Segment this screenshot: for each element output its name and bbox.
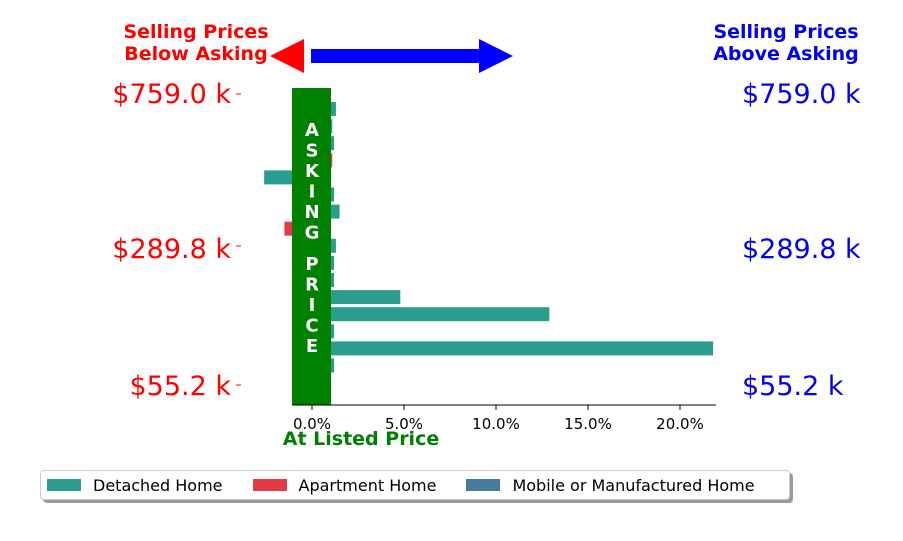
asking-price-letter: A [305,120,319,141]
price-label-right-top: $759.0 k [742,79,861,110]
asking-price-letter: I [309,295,316,316]
legend-swatch-detached [47,479,81,491]
legend-label-mobile: Mobile or Manufactured Home [512,475,755,495]
legend-item-detached: Detached Home [47,476,223,495]
asking-price-letter: K [305,161,320,182]
header-left-line1: Selling Prices [123,21,268,43]
legend-item-mobile: Mobile or Manufactured Home [466,475,755,495]
arrow-right-icon [311,39,513,73]
asking-price-letter: G [305,223,320,244]
asking-price-letter: S [306,141,319,162]
arrow-left-icon [270,39,304,73]
asking-price-letter: P [305,254,318,275]
x-axis-ticks: 0.0% 5.0% 10.0% 15.0% 20.0% [293,405,704,433]
header-left-line2: Below Asking [124,43,267,65]
legend-label-detached: Detached Home [93,475,223,495]
legend-label-apartment: Apartment Home [298,475,437,495]
bar [312,307,550,322]
bar [312,341,714,356]
x-tick-label: 10.0% [472,415,520,433]
asking-price-letter: E [306,336,318,357]
x-tick-label: 0.0% [293,415,331,433]
x-tick-label: 15.0% [564,415,612,433]
asking-price-band [292,88,331,405]
asking-price-letter: C [305,316,318,337]
x-tick-label: 5.0% [385,415,423,433]
asking-price-letter: R [305,275,319,296]
price-label-left-bottom: $55.2 k [129,371,231,402]
asking-price-letter: I [309,182,316,203]
asking-price-letter: N [304,202,319,223]
legend-item-apartment: Apartment Home [252,475,437,495]
legend-swatch-mobile [466,479,501,491]
price-label-right-bottom: $55.2 k [742,371,844,402]
bar-group [264,102,714,373]
x-axis-label: At Listed Price [283,428,439,450]
price-label-left-top: $759.0 k [112,79,231,110]
price-label-left-mid: $289.8 k [112,234,231,265]
price-label-right-mid: $289.8 k [742,234,861,265]
legend-swatch-apartment [252,479,287,491]
header-right-line1: Selling Prices [713,21,858,43]
x-tick-label: 20.0% [656,415,704,433]
bar [312,290,401,305]
header-right-line2: Above Asking [713,43,859,65]
chart-legend: Detached Home Apartment Home Mobile or M… [40,470,790,500]
